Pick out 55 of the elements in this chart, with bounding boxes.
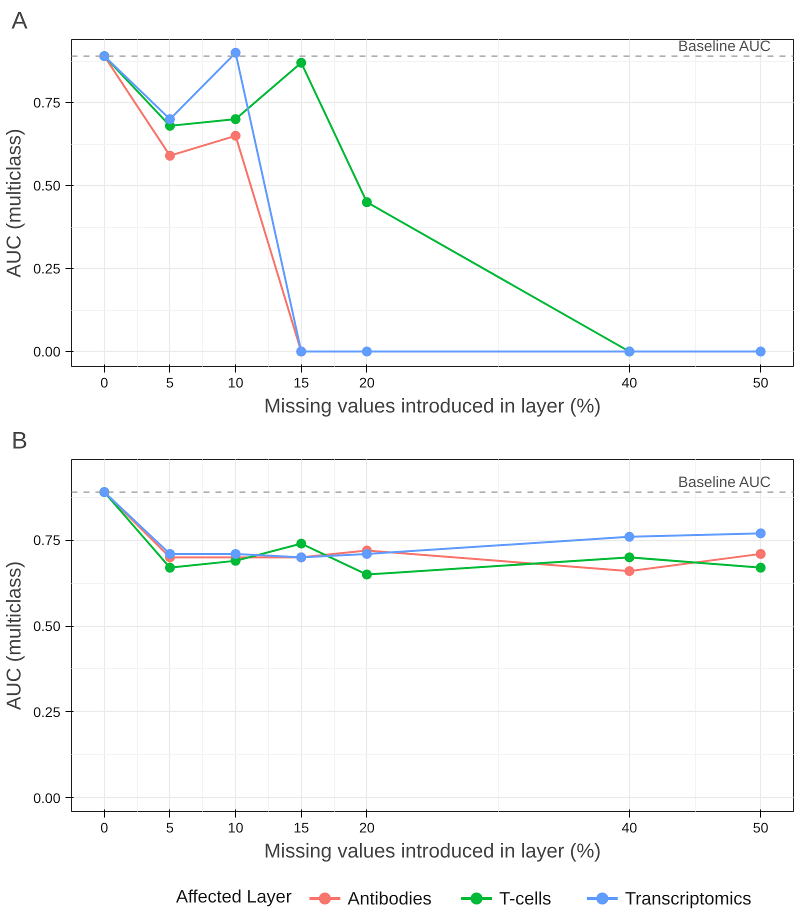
point — [230, 114, 241, 124]
point — [756, 548, 766, 559]
point — [624, 566, 634, 576]
x-tick-label: 40 — [622, 374, 638, 390]
y-axis-title: AUC (multiclass) — [3, 128, 26, 278]
point — [296, 58, 306, 68]
point — [756, 528, 766, 538]
ref-line-label: Baseline AUC — [678, 474, 771, 492]
x-axis-title: Missing values introduced in layer (%) — [264, 840, 601, 862]
point — [296, 538, 306, 549]
x-tick-label: 10 — [228, 820, 244, 836]
point — [362, 570, 372, 580]
x-tick-label: 5 — [166, 820, 174, 836]
x-tick-label: 40 — [622, 820, 638, 836]
x-tick-label: 10 — [228, 374, 244, 390]
point — [230, 48, 241, 58]
y-tick-label: 0.25 — [33, 260, 61, 277]
point — [756, 562, 766, 573]
point — [362, 548, 372, 559]
x-tick-label: 50 — [752, 374, 769, 390]
point — [362, 197, 372, 208]
chart-title: A — [12, 8, 28, 34]
point — [756, 346, 766, 357]
x-tick-label: 5 — [166, 374, 174, 390]
point — [164, 150, 175, 161]
legend-label: Antibodies — [348, 888, 432, 908]
y-tick-label: 0.00 — [33, 790, 61, 806]
y-axis-title: AUC (multiclass) — [3, 561, 26, 710]
point — [362, 346, 372, 357]
legend-label: Transcriptomics — [625, 888, 752, 908]
legend-label: T-cells — [499, 888, 552, 908]
point — [230, 130, 241, 141]
x-tick-label: 15 — [293, 820, 310, 836]
x-tick-label: 50 — [752, 820, 769, 836]
point — [164, 548, 175, 559]
x-axis-title: Missing values introduced in layer (%) — [264, 396, 601, 418]
chart-title: B — [12, 428, 28, 454]
point — [624, 532, 634, 542]
x-tick-label: 15 — [293, 374, 310, 390]
x-tick-label: 20 — [359, 374, 375, 390]
y-tick-label: 0.50 — [33, 618, 61, 634]
x-tick-label: 0 — [100, 820, 108, 836]
legend-title: Affected Layer — [176, 886, 292, 906]
x-tick-label: 20 — [359, 820, 375, 836]
y-tick-label: 0.25 — [33, 704, 61, 720]
y-tick-label: 0.75 — [33, 532, 61, 548]
y-tick-label: 0.00 — [33, 344, 61, 360]
point — [164, 562, 175, 573]
y-tick-label: 0.50 — [33, 178, 61, 194]
x-tick-label: 0 — [100, 374, 108, 390]
point — [164, 114, 175, 124]
y-tick-label: 0.75 — [33, 94, 61, 111]
point — [230, 548, 241, 559]
point — [624, 552, 634, 562]
ref-line-label: Baseline AUC — [678, 38, 771, 56]
